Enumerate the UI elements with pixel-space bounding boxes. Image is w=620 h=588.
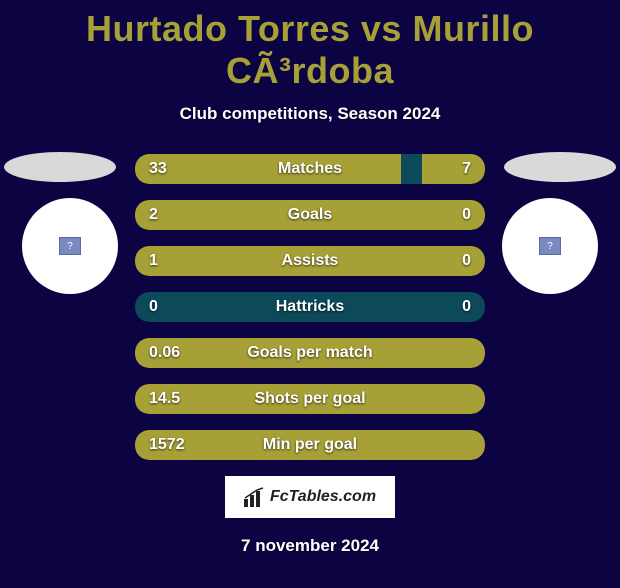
stat-row: Hattricks0 0 — [135, 292, 485, 322]
comparison-date: 7 november 2024 — [0, 536, 620, 556]
placeholder-image-icon: ? — [59, 237, 81, 255]
placeholder-image-icon: ? — [539, 237, 561, 255]
stat-value-left: 0 — [149, 292, 158, 322]
stat-label: Shots per goal — [135, 384, 485, 414]
stat-value-right: 0 — [462, 292, 471, 322]
stat-label: Goals per match — [135, 338, 485, 368]
stat-row: Assists1 0 — [135, 246, 485, 276]
stat-row: Min per goal1572 — [135, 430, 485, 460]
player-left-avatar: ? — [22, 198, 118, 294]
stat-bars-container: Matches337Goals20Assists10Hattricks00Goa… — [135, 154, 485, 460]
stat-row: Shots per goal14.5 — [135, 384, 485, 414]
brand-badge-text: FcTables.com — [270, 488, 376, 506]
comparison-title: Hurtado Torres vs Murillo CÃ³rdoba — [0, 8, 620, 92]
stat-label: Hattricks — [135, 292, 485, 322]
stat-row: Matches33 7 — [135, 154, 485, 184]
player-right-avatar: ? — [502, 198, 598, 294]
stat-value-left: 33 — [149, 154, 167, 184]
stat-value-right: 7 — [462, 154, 471, 184]
stat-value-left: 0.06 — [149, 338, 180, 368]
player-right-shadow — [504, 152, 616, 182]
brand-badge: FcTables.com — [225, 476, 395, 518]
comparison-body: ? ? Matches337Goals20Assists10Hattricks0… — [0, 154, 620, 460]
comparison-subtitle: Club competitions, Season 2024 — [0, 104, 620, 124]
stat-value-right: 0 — [462, 246, 471, 276]
stat-row: Goals2 0 — [135, 200, 485, 230]
stat-label: Assists — [135, 246, 485, 276]
stat-row: Goals per match0.06 — [135, 338, 485, 368]
stat-value-left: 14.5 — [149, 384, 180, 414]
stat-value-right: 0 — [462, 200, 471, 230]
stat-label: Goals — [135, 200, 485, 230]
chart-logo-icon — [244, 487, 266, 507]
stat-label: Matches — [135, 154, 485, 184]
stat-value-left: 2 — [149, 200, 158, 230]
stat-label: Min per goal — [135, 430, 485, 460]
player-left-shadow — [4, 152, 116, 182]
stat-value-left: 1 — [149, 246, 158, 276]
stat-value-left: 1572 — [149, 430, 185, 460]
